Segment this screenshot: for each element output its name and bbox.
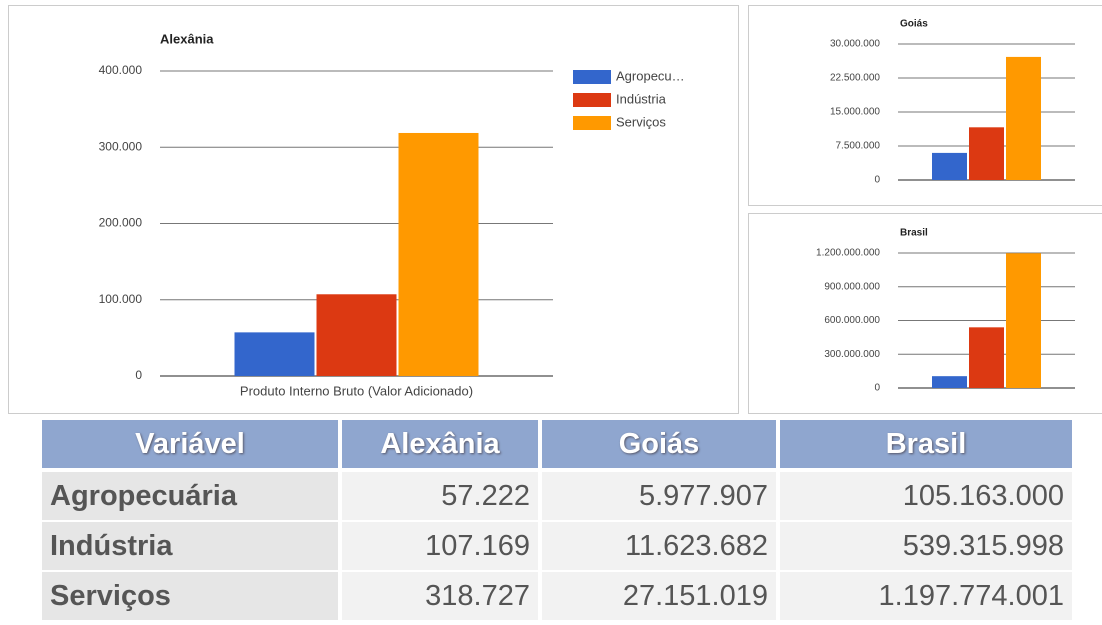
table-cell: Goiás: [542, 420, 776, 468]
y-tick-label: 0: [874, 383, 880, 394]
y-tick-label: 30.000.000: [830, 39, 880, 50]
y-tick-label: 900.000.000: [824, 281, 880, 292]
bar: [969, 327, 1004, 388]
table-row: Serviços 318.727 27.151.019 1.197.774.001: [42, 572, 1072, 620]
legend-swatch: [573, 93, 611, 107]
y-tick-label: 1.200.000.000: [816, 248, 880, 259]
table-cell: Alexânia: [342, 420, 538, 468]
x-tick-label: Produto Interno Bruto (Valor Adicionado): [240, 383, 473, 398]
table-cell: 5.977.907: [542, 472, 776, 520]
y-tick-label: 0: [135, 368, 142, 382]
table-cell: 318.727: [342, 572, 538, 620]
bar: [398, 132, 479, 376]
y-tick-label: 100.000: [99, 292, 143, 306]
chart-title: Brasil: [900, 228, 928, 239]
chart-title: Alexânia: [160, 31, 214, 46]
y-tick-label: 200.000: [99, 216, 143, 230]
bar: [969, 127, 1004, 180]
y-tick-label: 400.000: [99, 63, 143, 77]
bar: [316, 294, 397, 376]
table-cell: Serviços: [42, 572, 338, 620]
y-tick-label: 22.500.000: [830, 73, 880, 84]
bar: [1006, 56, 1041, 180]
bar: [1006, 253, 1041, 388]
y-tick-label: 15.000.000: [830, 107, 880, 118]
table-cell: 27.151.019: [542, 572, 776, 620]
y-tick-label: 0: [874, 175, 880, 186]
panel: [748, 213, 1102, 414]
table-cell: 11.623.682: [542, 522, 776, 570]
bar: [932, 376, 967, 388]
legend-swatch: [573, 70, 611, 84]
table-cell: 107.169: [342, 522, 538, 570]
y-tick-label: 7.500.000: [836, 141, 881, 152]
table-cell: Brasil: [780, 420, 1072, 468]
legend-swatch: [573, 116, 611, 130]
bar: [234, 332, 315, 376]
table-cell: 1.197.774.001: [780, 572, 1072, 620]
legend-label: Serviços: [616, 114, 666, 129]
chart-title: Goiás: [900, 19, 928, 30]
header-row: Variável Alexânia Goiás Brasil: [42, 420, 1072, 468]
table-cell: Variável: [42, 420, 338, 468]
panel: [748, 5, 1102, 206]
bar: [932, 152, 967, 180]
legend-label: Indústria: [616, 91, 667, 106]
table-row: Indústria 107.169 11.623.682 539.315.998: [42, 522, 1072, 570]
y-tick-label: 300.000.000: [824, 349, 880, 360]
table-row: Agropecuária 57.222 5.977.907 105.163.000: [42, 472, 1072, 520]
table-cell: 57.222: [342, 472, 538, 520]
y-tick-label: 300.000: [99, 139, 143, 153]
table-cell: Indústria: [42, 522, 338, 570]
charts: Alexânia 0 100.000 200.000 300.000 400.000 Pro…: [8, 5, 1102, 414]
y-tick-label: 600.000.000: [824, 315, 880, 326]
legend-label: Agropecu…: [616, 68, 685, 83]
table-cell: Agropecuária: [42, 472, 338, 520]
table-cell: 539.315.998: [780, 522, 1072, 570]
table-cell: 105.163.000: [780, 472, 1072, 520]
